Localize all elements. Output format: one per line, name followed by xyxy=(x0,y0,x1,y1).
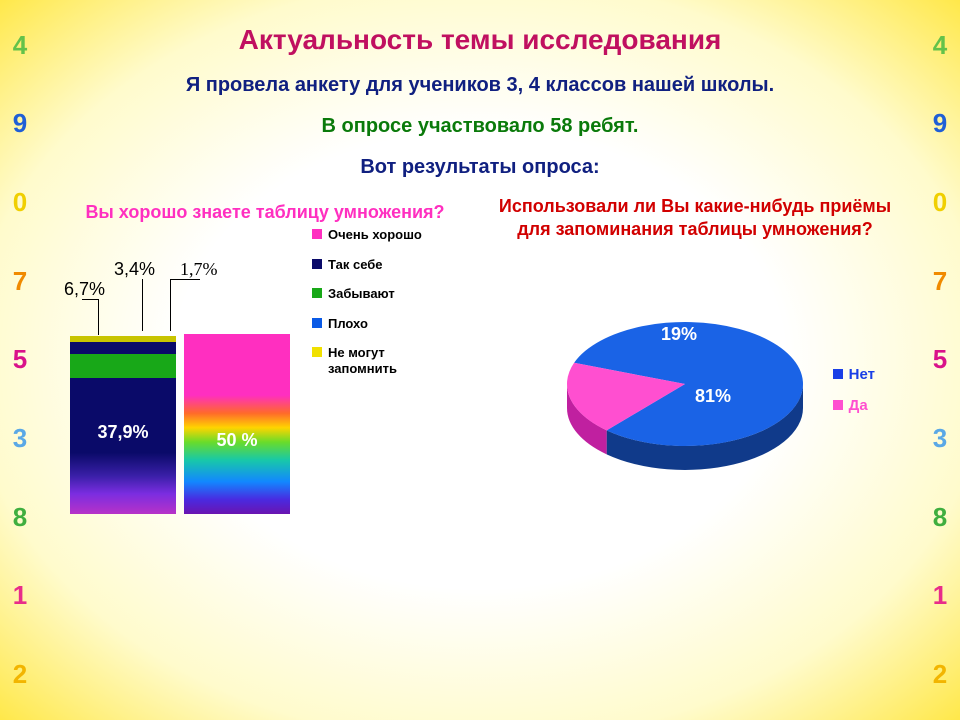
pie-chart-area: 81%19%НетДа xyxy=(545,296,845,496)
column-segment: 37,9% xyxy=(70,378,176,514)
segment-callout: 1,7% xyxy=(180,259,218,280)
decor-digits-right: 4 9 0 7 5 3 8 1 2 xyxy=(922,0,958,720)
decor-digit: 1 xyxy=(933,580,947,611)
decor-digit: 2 xyxy=(933,659,947,690)
legend-label: Да xyxy=(849,397,868,414)
decor-digit: 5 xyxy=(13,344,27,375)
legend-item: Плохо xyxy=(312,316,452,332)
leader-line xyxy=(82,299,98,300)
legend-item: Не могут запомнить xyxy=(312,345,452,376)
left-chart: Вы хорошо знаете таблицу умножения? 37,9… xyxy=(50,195,480,514)
decor-digits-left: 4 9 0 7 5 3 8 1 2 xyxy=(2,0,38,720)
decor-digit: 1 xyxy=(13,580,27,611)
decor-digit: 9 xyxy=(933,108,947,139)
stacked-column-area: 37,9% 50 % 6,7%3,4%1,7% xyxy=(70,254,310,514)
stack-left: 37,9% xyxy=(70,335,176,514)
legend-label: Так себе xyxy=(328,257,383,273)
intro-line-1: Я провела анкету для учеников 3, 4 класс… xyxy=(50,74,910,97)
right-chart-question: Использовали ли Вы какие-нибудь приёмы д… xyxy=(480,195,910,242)
segment-label: 37,9% xyxy=(70,422,176,443)
legend-swatch xyxy=(833,400,843,410)
decor-digit: 3 xyxy=(933,423,947,454)
pie-slice-label: 19% xyxy=(661,324,697,345)
legend-swatch xyxy=(312,259,322,269)
page-title: Актуальность темы исследования xyxy=(50,24,910,56)
right-chart: Использовали ли Вы какие-нибудь приёмы д… xyxy=(480,195,910,514)
decor-digit: 0 xyxy=(933,187,947,218)
legend-item: Да xyxy=(833,397,875,414)
legend-label: Очень хорошо xyxy=(328,227,422,243)
charts-row: Вы хорошо знаете таблицу умножения? 37,9… xyxy=(50,195,910,514)
pie-slice-label: 81% xyxy=(695,386,731,407)
segment-callout: 3,4% xyxy=(114,259,155,280)
content-area: Актуальность темы исследования Я провела… xyxy=(50,24,910,514)
leader-line xyxy=(170,279,200,280)
left-chart-legend: Очень хорошо Так себе Забывают Плохо Не могу… xyxy=(312,227,452,391)
decor-digit: 4 xyxy=(933,30,947,61)
leader-line xyxy=(170,279,171,331)
legend-item: Нет xyxy=(833,366,875,383)
legend-swatch xyxy=(312,229,322,239)
decor-digit: 5 xyxy=(933,344,947,375)
right-chart-legend: Нет Да xyxy=(833,366,875,428)
decor-digit: 8 xyxy=(933,502,947,533)
leader-line xyxy=(142,279,143,331)
legend-item: Так себе xyxy=(312,257,452,273)
stack-right: 50 % xyxy=(184,334,290,514)
decor-digit: 7 xyxy=(933,266,947,297)
decor-digit: 3 xyxy=(13,423,27,454)
segment-label: 50 % xyxy=(184,430,290,451)
legend-label: Забывают xyxy=(328,286,395,302)
legend-item: Очень хорошо xyxy=(312,227,452,243)
legend-label: Плохо xyxy=(328,316,368,332)
legend-swatch xyxy=(312,288,322,298)
legend-label: Нет xyxy=(849,366,875,383)
intro-line-2: В опросе участвовало 58 ребят. xyxy=(50,115,910,138)
decor-digit: 2 xyxy=(13,659,27,690)
decor-digit: 4 xyxy=(13,30,27,61)
intro-line-3: Вот результаты опроса: xyxy=(50,156,910,179)
decor-digit: 8 xyxy=(13,502,27,533)
decor-digit: 0 xyxy=(13,187,27,218)
segment-callout: 6,7% xyxy=(64,279,105,300)
column-segment: 50 % xyxy=(184,334,290,514)
legend-swatch xyxy=(833,369,843,379)
decor-digit: 7 xyxy=(13,266,27,297)
left-chart-question: Вы хорошо знаете таблицу умножения? xyxy=(50,201,480,224)
legend-swatch xyxy=(312,347,322,357)
decor-digit: 9 xyxy=(13,108,27,139)
column-segment xyxy=(70,354,176,378)
slide-frame: 4 9 0 7 5 3 8 1 2 4 9 0 7 5 3 8 1 2 Актуальность темы ис… xyxy=(0,0,960,720)
leader-line xyxy=(98,299,99,335)
legend-item: Забывают xyxy=(312,286,452,302)
column-segment xyxy=(70,342,176,354)
legend-swatch xyxy=(312,318,322,328)
column-segment xyxy=(70,336,176,342)
legend-label: Не могут запомнить xyxy=(328,345,452,376)
intro-lines: Я провела анкету для учеников 3, 4 класс… xyxy=(50,74,910,179)
